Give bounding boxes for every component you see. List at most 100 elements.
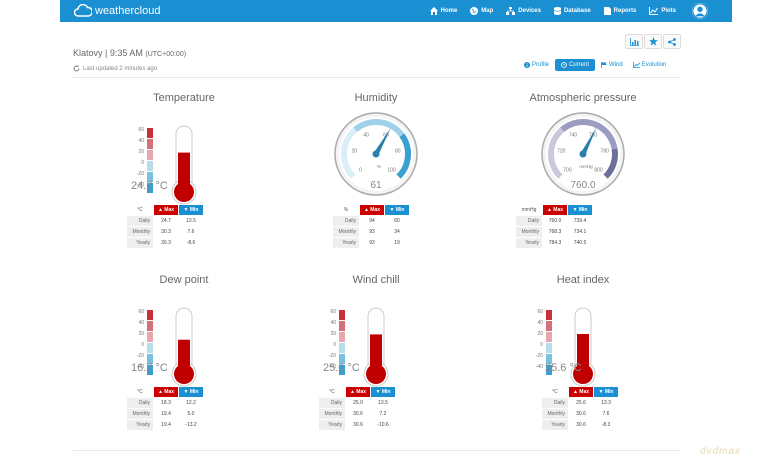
gauge-tick-label: 0 [359, 168, 362, 174]
gauge-needle [373, 127, 391, 156]
gauge-tick-label: 740 [569, 132, 578, 138]
stats-min-header[interactable]: ▼ Min [385, 205, 409, 215]
thermometer-bulb [573, 364, 593, 384]
share-button[interactable] [663, 34, 681, 49]
temperature-title: Temperature [153, 92, 215, 104]
tab-wind[interactable]: Wind [597, 59, 627, 71]
nav-database-label: Database [563, 8, 591, 14]
stats-max-header[interactable]: ▲ Max [154, 205, 178, 215]
dewpoint-panel: Dew point 60 40 20 0 -20 -40 16.7 °C °C ▲ Max ▼… [76, 274, 292, 434]
gauge-band-mid [353, 119, 405, 138]
last-updated: Last updated 2 minutes ago [73, 65, 157, 72]
pressure-stats-table: mmHg ▲ Max ▼ Min Daily 760.0 739.4 Monthly 76… [515, 204, 593, 249]
plots-icon [649, 7, 659, 15]
scale-label: 60 [138, 127, 144, 133]
scale-segment [546, 354, 552, 364]
gauge-tick-label: 720 [557, 149, 566, 155]
humidity-gauge: 020406080100%61 [334, 112, 418, 196]
stats-min-header[interactable]: ▼ Min [179, 387, 203, 397]
brand-logo[interactable]: weathercloud [74, 3, 160, 19]
station-location-text: Klatovy | 9:35 AM [73, 48, 143, 58]
gauge-tick-label: 100 [387, 168, 396, 174]
pressure-gauge: 700720740760780800mmHg760.0 [541, 112, 625, 196]
home-icon [429, 7, 438, 15]
nav-database[interactable]: Database [553, 7, 591, 15]
scale-segment [147, 354, 153, 364]
user-icon [692, 3, 708, 19]
clock-icon [561, 62, 567, 68]
gauge-band-low [548, 127, 565, 179]
tab-profile[interactable]: Profile [520, 59, 553, 71]
scale-segment [546, 310, 552, 320]
stats-max-header[interactable]: ▲ Max [543, 205, 567, 215]
scale-label: 60 [330, 309, 336, 315]
stats-max-header[interactable]: ▲ Max [154, 387, 178, 397]
last-updated-text: Last updated 2 minutes ago [83, 65, 158, 72]
stats-min-header[interactable]: ▼ Min [568, 205, 592, 215]
stats-min-header[interactable]: ▼ Min [179, 205, 203, 215]
scale-label: 20 [330, 331, 336, 337]
tab-evolution[interactable]: Evolution [629, 59, 671, 71]
share-icon [668, 37, 676, 46]
scale-segment [147, 332, 153, 342]
nav-plots[interactable]: Plots [649, 7, 676, 15]
view-tabs: Profile Current Wind Evolution [520, 59, 672, 71]
brand-name: weathercloud [95, 5, 161, 17]
table-row: Yearly 30.6 -10.6 [319, 420, 395, 430]
nav-home[interactable]: Home [429, 7, 458, 15]
windchill-thermometer: 60 40 20 0 -20 -40 [329, 307, 389, 387]
gauge-reading: 61 [370, 180, 382, 191]
scale-label: -20 [137, 353, 144, 359]
nav-devices[interactable]: Devices [506, 7, 541, 15]
gauge-tick-label: 40 [363, 132, 369, 138]
table-row: Daily 18.3 12.2 [127, 398, 203, 408]
scale-segment [147, 183, 153, 193]
temperature-reading: 24.7 °C [131, 180, 168, 192]
temperature-stats-table: °C ▲ Max ▼ Min Daily 24.7 13.5 Monthly 30.3 7.… [126, 204, 204, 249]
watermark: dvdmax [700, 446, 742, 457]
gauge-tick-label: 800 [594, 168, 603, 174]
stats-min-header[interactable]: ▼ Min [594, 387, 618, 397]
gauge-tick-label: 20 [351, 149, 357, 155]
table-row: Daily 25.6 13.3 [542, 398, 618, 408]
stats-max-header[interactable]: ▲ Max [569, 387, 593, 397]
stats-unit: °C [137, 207, 143, 213]
dewpoint-thermometer: 60 40 20 0 -20 -40 [137, 307, 197, 387]
nav-reports[interactable]: Reports [603, 7, 636, 15]
windchill-stats-table: °C ▲ Max ▼ Min Daily 25.0 13.5 Monthly 30.6 7.… [318, 386, 396, 431]
scale-segment [147, 321, 153, 331]
nav-devices-label: Devices [518, 8, 541, 14]
scale-segment [546, 365, 552, 375]
scale-segment [339, 343, 345, 353]
gauge-unit: % [377, 164, 381, 169]
scale-segment [147, 161, 153, 171]
scale-label: -40 [329, 364, 336, 370]
gauge-tick-label: 780 [601, 149, 610, 155]
scale-label: 0 [540, 342, 543, 348]
thermometer-bulb [174, 364, 194, 384]
nav-map[interactable]: Map [470, 7, 493, 15]
scale-label: 60 [537, 309, 543, 315]
user-avatar[interactable] [692, 3, 708, 19]
table-row: Monthly 19.4 5.0 [127, 409, 203, 419]
gauge-band-high [396, 133, 411, 179]
stats-max-header[interactable]: ▲ Max [360, 205, 384, 215]
nav-home-label: Home [440, 8, 458, 14]
table-row: Monthly 768.3 734.1 [516, 227, 592, 237]
stats-min-header[interactable]: ▼ Min [371, 387, 395, 397]
scale-label: 20 [138, 331, 144, 337]
scale-label: -20 [329, 353, 336, 359]
scale-segment [339, 321, 345, 331]
top-navbar: weathercloud Home Map Devices Database R… [60, 0, 732, 22]
stats-max-header[interactable]: ▲ Max [346, 387, 370, 397]
flag-icon [601, 62, 608, 68]
dewpoint-reading: 16.7 °C [131, 362, 168, 374]
tab-current[interactable]: Current [555, 59, 596, 71]
stats-button[interactable] [625, 34, 643, 49]
favorite-button[interactable] [644, 34, 662, 49]
tab-evolution-label: Evolution [641, 62, 667, 68]
scale-label: -40 [137, 182, 144, 188]
dewpoint-stats-table: °C ▲ Max ▼ Min Daily 18.3 12.2 Monthly 19.4 5.… [126, 386, 204, 431]
heatindex-reading: 25.6 °C [545, 362, 582, 374]
